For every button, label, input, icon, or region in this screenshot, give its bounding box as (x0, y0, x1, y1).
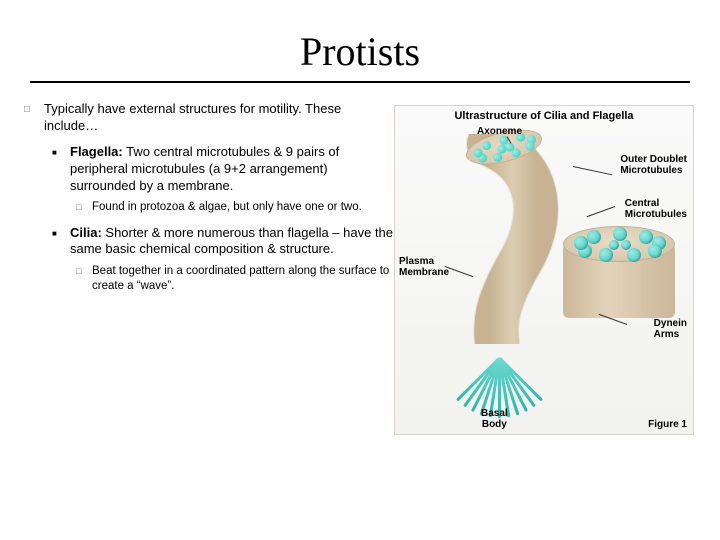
label-basal: Basal Body (481, 408, 508, 430)
square-bullet-icon: □ (76, 200, 92, 215)
leader-line (587, 206, 616, 217)
cilia-label: Cilia: (70, 225, 102, 240)
label-central: Central Microtubules (625, 198, 687, 220)
bullet-flagella: ■ Flagella: Two central microtubules & 9… (52, 144, 394, 194)
microtubule-doublet (639, 230, 653, 244)
microtubule-doublet (613, 227, 627, 241)
bullet-cilia-sub: □ Beat together in a coordinated pattern… (76, 264, 394, 293)
square-bullet-icon: □ (24, 101, 44, 134)
central-microtubule (609, 240, 619, 250)
label-outer-doublet: Outer Doublet Microtubules (620, 154, 687, 176)
cilia-text: Cilia: Shorter & more numerous than flag… (70, 225, 394, 258)
figure-column: Ultrastructure of Cilia and Flagella (394, 101, 704, 435)
microtubule-doublet (587, 230, 601, 244)
cilia-sub-text: Beat together in a coordinated pattern a… (92, 264, 394, 293)
cilia-body: Shorter & more numerous than flagella – … (70, 225, 393, 257)
filled-square-bullet-icon: ■ (52, 144, 70, 194)
title-rule (30, 81, 690, 83)
filled-square-bullet-icon: ■ (52, 225, 70, 258)
central-microtubule (621, 240, 631, 250)
flagella-label: Flagella: (70, 144, 123, 159)
figure-title: Ultrastructure of Cilia and Flagella (395, 110, 693, 122)
square-bullet-icon: □ (76, 264, 92, 293)
microtubule-doublet (492, 152, 503, 163)
label-axoneme: Axoneme (477, 126, 522, 137)
bullet-flagella-sub: □ Found in protozoa & algae, but only ha… (76, 200, 394, 215)
bullet-cilia: ■ Cilia: Shorter & more numerous than fl… (52, 225, 394, 258)
flagellum-shaft (449, 134, 569, 344)
bullet-intro: □ Typically have external structures for… (24, 101, 394, 134)
text-column: □ Typically have external structures for… (24, 101, 394, 435)
microtubule-doublet (574, 236, 588, 250)
label-dynein: Dynein Arms (654, 318, 687, 340)
microtubule-doublet (481, 141, 492, 152)
figure-frame: Ultrastructure of Cilia and Flagella (394, 105, 694, 435)
figure-id: Figure 1 (648, 419, 687, 430)
intro-text: Typically have external structures for m… (44, 101, 394, 134)
page-title: Protists (0, 0, 720, 81)
microtubule-doublet (627, 248, 641, 262)
flagella-sub-text: Found in protozoa & algae, but only have… (92, 200, 394, 215)
content-row: □ Typically have external structures for… (0, 101, 720, 435)
label-plasma: Plasma Membrane (399, 256, 449, 278)
leader-line (573, 166, 612, 175)
microtubule-doublet (648, 244, 662, 258)
flagella-text: Flagella: Two central microtubules & 9 p… (70, 144, 394, 194)
microtubule-doublet (599, 248, 613, 262)
cylinder-top-face (563, 226, 675, 262)
